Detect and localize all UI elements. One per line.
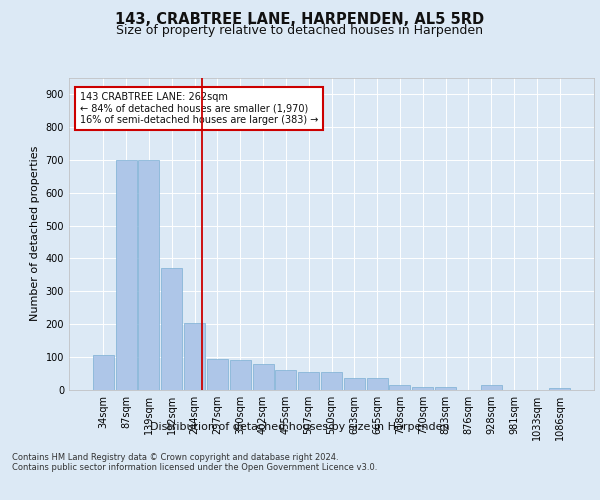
Bar [298,372,319,390]
Bar [161,268,182,390]
Bar [549,388,570,390]
Text: Size of property relative to detached houses in Harpenden: Size of property relative to detached ho… [116,24,484,37]
Text: Contains HM Land Registry data © Crown copyright and database right 2024.
Contai: Contains HM Land Registry data © Crown c… [12,452,377,472]
Bar [344,378,365,390]
Bar [253,364,274,390]
Bar [116,160,137,390]
Bar [139,160,160,390]
Bar [412,386,433,390]
Bar [184,322,205,390]
Bar [275,370,296,390]
Bar [435,386,456,390]
Bar [207,359,228,390]
Y-axis label: Number of detached properties: Number of detached properties [30,146,40,322]
Text: 143, CRABTREE LANE, HARPENDEN, AL5 5RD: 143, CRABTREE LANE, HARPENDEN, AL5 5RD [115,12,485,28]
Bar [93,356,114,390]
Bar [230,360,251,390]
Text: 143 CRABTREE LANE: 262sqm
← 84% of detached houses are smaller (1,970)
16% of se: 143 CRABTREE LANE: 262sqm ← 84% of detac… [79,92,318,125]
Text: Distribution of detached houses by size in Harpenden: Distribution of detached houses by size … [150,422,450,432]
Bar [321,372,342,390]
Bar [481,385,502,390]
Bar [389,385,410,390]
Bar [367,378,388,390]
